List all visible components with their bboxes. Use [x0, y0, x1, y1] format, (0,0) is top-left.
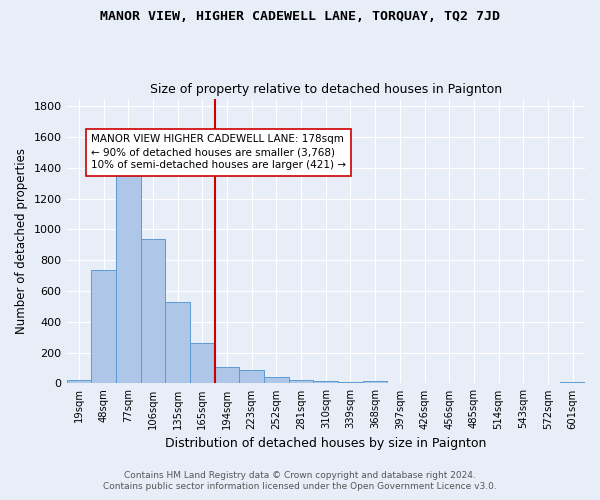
Bar [363, 382, 388, 384]
Bar [338, 382, 363, 384]
Bar [412, 382, 437, 384]
Bar [140, 240, 165, 384]
Bar [313, 380, 338, 384]
Text: MANOR VIEW, HIGHER CADEWELL LANE, TORQUAY, TQ2 7JD: MANOR VIEW, HIGHER CADEWELL LANE, TORQUA… [100, 10, 500, 23]
Bar [289, 380, 313, 384]
Y-axis label: Number of detached properties: Number of detached properties [15, 148, 28, 334]
Bar [116, 166, 140, 384]
Bar [190, 342, 215, 384]
Bar [67, 380, 91, 384]
Bar [91, 270, 116, 384]
Title: Size of property relative to detached houses in Paignton: Size of property relative to detached ho… [150, 83, 502, 96]
Bar [560, 382, 585, 384]
Bar [215, 368, 239, 384]
Text: Contains public sector information licensed under the Open Government Licence v3: Contains public sector information licen… [103, 482, 497, 491]
Text: Contains HM Land Registry data © Crown copyright and database right 2024.: Contains HM Land Registry data © Crown c… [124, 471, 476, 480]
Bar [264, 377, 289, 384]
Bar [239, 370, 264, 384]
Bar [165, 302, 190, 384]
X-axis label: Distribution of detached houses by size in Paignton: Distribution of detached houses by size … [165, 437, 487, 450]
Text: MANOR VIEW HIGHER CADEWELL LANE: 178sqm
← 90% of detached houses are smaller (3,: MANOR VIEW HIGHER CADEWELL LANE: 178sqm … [91, 134, 346, 170]
